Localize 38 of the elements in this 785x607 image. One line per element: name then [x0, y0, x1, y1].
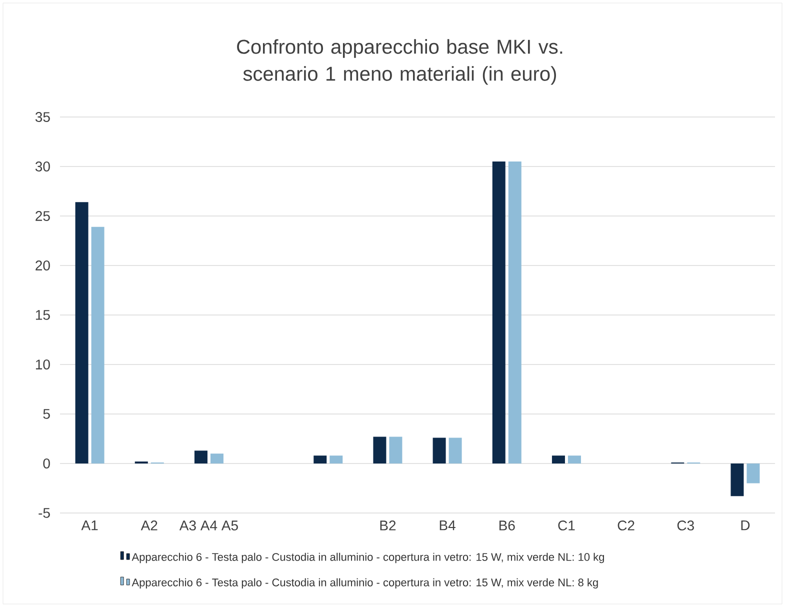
x-tick-label: B2 [380, 520, 396, 530]
bar [91, 226, 104, 464]
y-tick-label: 25 [36, 211, 50, 221]
bar [389, 436, 402, 464]
y-tick-label: 15 [36, 310, 50, 320]
x-tick-label: A1 [81, 520, 98, 530]
x-tick-label: C2 [618, 520, 634, 530]
x-tick-label: A2 [140, 520, 158, 530]
x-tick-label: C1 [558, 520, 575, 530]
y-tick-label: 5 [43, 409, 50, 419]
bar [210, 454, 224, 464]
bar [508, 162, 522, 464]
x-tick-label: B4 [440, 520, 456, 530]
x-tick-label: C3 [677, 520, 694, 530]
bar [373, 436, 386, 464]
y-tick-label: 0 [43, 458, 50, 468]
y-tick-label: -5 [38, 508, 50, 518]
bar [330, 456, 343, 464]
y-tick-label: 35 [35, 112, 50, 122]
legend-label: Apparecchio 6 - Testa palo - Custodia in alluminio - copertura in vetro: 15 W, mix verde NL: 10 kg [132, 552, 604, 564]
y-tick-label: 20 [36, 260, 50, 270]
legend-label: Apparecchio 6 - Testa palo - Custodia in alluminio - copertura in vetro: 15 W, mix verde NL: 8 kg [132, 578, 598, 589]
bar [448, 438, 462, 464]
y-tick-label: 10 [36, 360, 50, 370]
y-tick-label: 30 [35, 162, 50, 172]
bar [730, 464, 744, 496]
x-tick-label: A3 A4 A5 [179, 520, 238, 530]
x-tick-label: B6 [499, 520, 515, 530]
bar [492, 162, 506, 464]
bar [568, 456, 581, 464]
chart-title: Confronto apparecchio base MKI vs. scenario 1 meno materiali (in euro) [237, 39, 562, 85]
x-tick-label: D [741, 520, 750, 530]
bar [314, 456, 327, 464]
bar [432, 438, 446, 464]
bar [194, 450, 208, 464]
bar [746, 464, 760, 484]
bar [75, 202, 88, 464]
bar [552, 456, 565, 464]
